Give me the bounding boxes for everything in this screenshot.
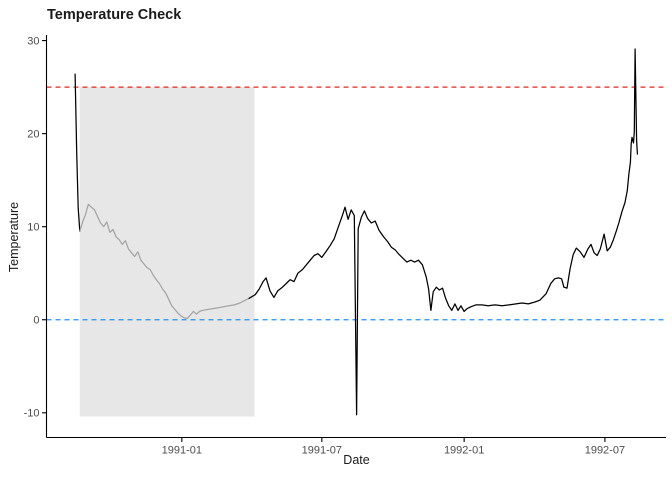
temperature-line bbox=[248, 48, 639, 416]
y-tick-label: 20 bbox=[27, 128, 39, 140]
temperature-line-checked-segment bbox=[79, 203, 250, 320]
shaded-check-region bbox=[79, 87, 255, 417]
y-tick-label: 0 bbox=[33, 315, 39, 327]
x-tick-label: 1991-07 bbox=[302, 445, 342, 457]
y-axis-title: Temperature bbox=[7, 201, 21, 273]
x-tick-label: 1992-07 bbox=[585, 445, 625, 457]
chart-title: Temperature Check bbox=[47, 7, 182, 23]
x-tick-label: 1992-01 bbox=[444, 445, 484, 457]
y-tick-label: 30 bbox=[27, 35, 39, 47]
y-tick-label: 10 bbox=[27, 221, 39, 233]
temperature-line bbox=[74, 73, 81, 232]
y-tick-label: -10 bbox=[24, 408, 40, 420]
x-axis-title: Date bbox=[343, 453, 370, 467]
x-tick-label: 1991-01 bbox=[162, 445, 202, 457]
